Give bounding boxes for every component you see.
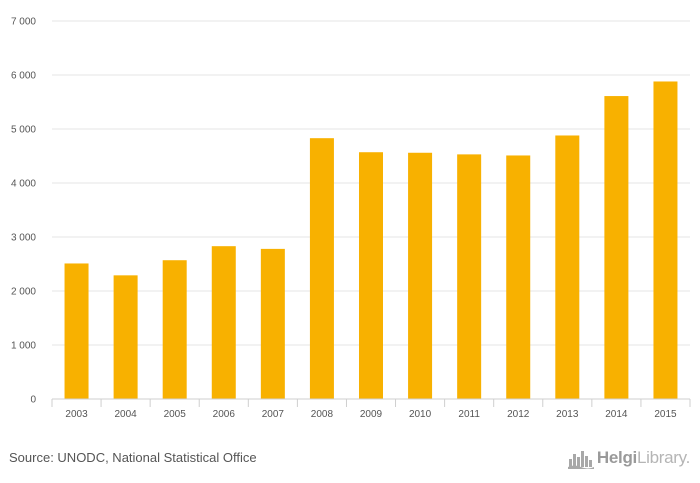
bar <box>64 263 89 399</box>
x-tick-label: 2014 <box>605 409 628 420</box>
x-tick-label: 2003 <box>65 409 88 420</box>
city-skyline-icon <box>567 451 594 469</box>
x-tick-label: 2008 <box>311 409 334 420</box>
source-note: Source: UNODC, National Statistical Offi… <box>9 450 257 465</box>
bar <box>309 138 334 399</box>
y-tick-label: 4 000 <box>11 179 36 190</box>
y-tick-label: 1 000 <box>11 341 36 352</box>
x-tick-label: 2005 <box>164 409 187 420</box>
bar <box>604 96 629 399</box>
x-tick-label: 2010 <box>409 409 432 420</box>
y-tick-label: 3 000 <box>11 233 36 244</box>
helgi-library-logo: HelgiLibrary. <box>567 446 690 470</box>
y-tick-label: 5 000 <box>11 125 36 136</box>
x-tick-label: 2013 <box>556 409 579 420</box>
y-tick-label: 6 000 <box>11 71 36 82</box>
bar <box>506 155 531 399</box>
bar-chart: 0 1 000 2 000 3 000 4 000 5 000 6 000 7 000 2003… <box>11 17 691 420</box>
y-tick-label: 0 <box>30 395 36 406</box>
y-tick-label: 7 000 <box>11 17 36 28</box>
bar <box>113 275 138 399</box>
bar <box>359 152 383 399</box>
bar <box>653 81 678 399</box>
x-tick-label: 2011 <box>458 409 480 420</box>
bar <box>260 248 285 399</box>
bar <box>457 154 482 399</box>
y-tick-label: 2 000 <box>11 287 36 298</box>
logo-text-light: Library. <box>636 448 690 467</box>
bar <box>211 246 236 399</box>
bar <box>555 135 580 400</box>
x-tick-label: 2012 <box>507 409 530 420</box>
bar <box>408 152 433 399</box>
logo-text-bold: Helgi <box>596 448 637 467</box>
x-tick-label: 2006 <box>213 409 236 420</box>
x-tick-label: 2007 <box>262 409 285 420</box>
x-tick-label: 2015 <box>654 409 677 420</box>
x-tick-label: 2009 <box>360 409 383 420</box>
bar <box>162 260 187 399</box>
x-tick-label: 2004 <box>114 409 137 420</box>
